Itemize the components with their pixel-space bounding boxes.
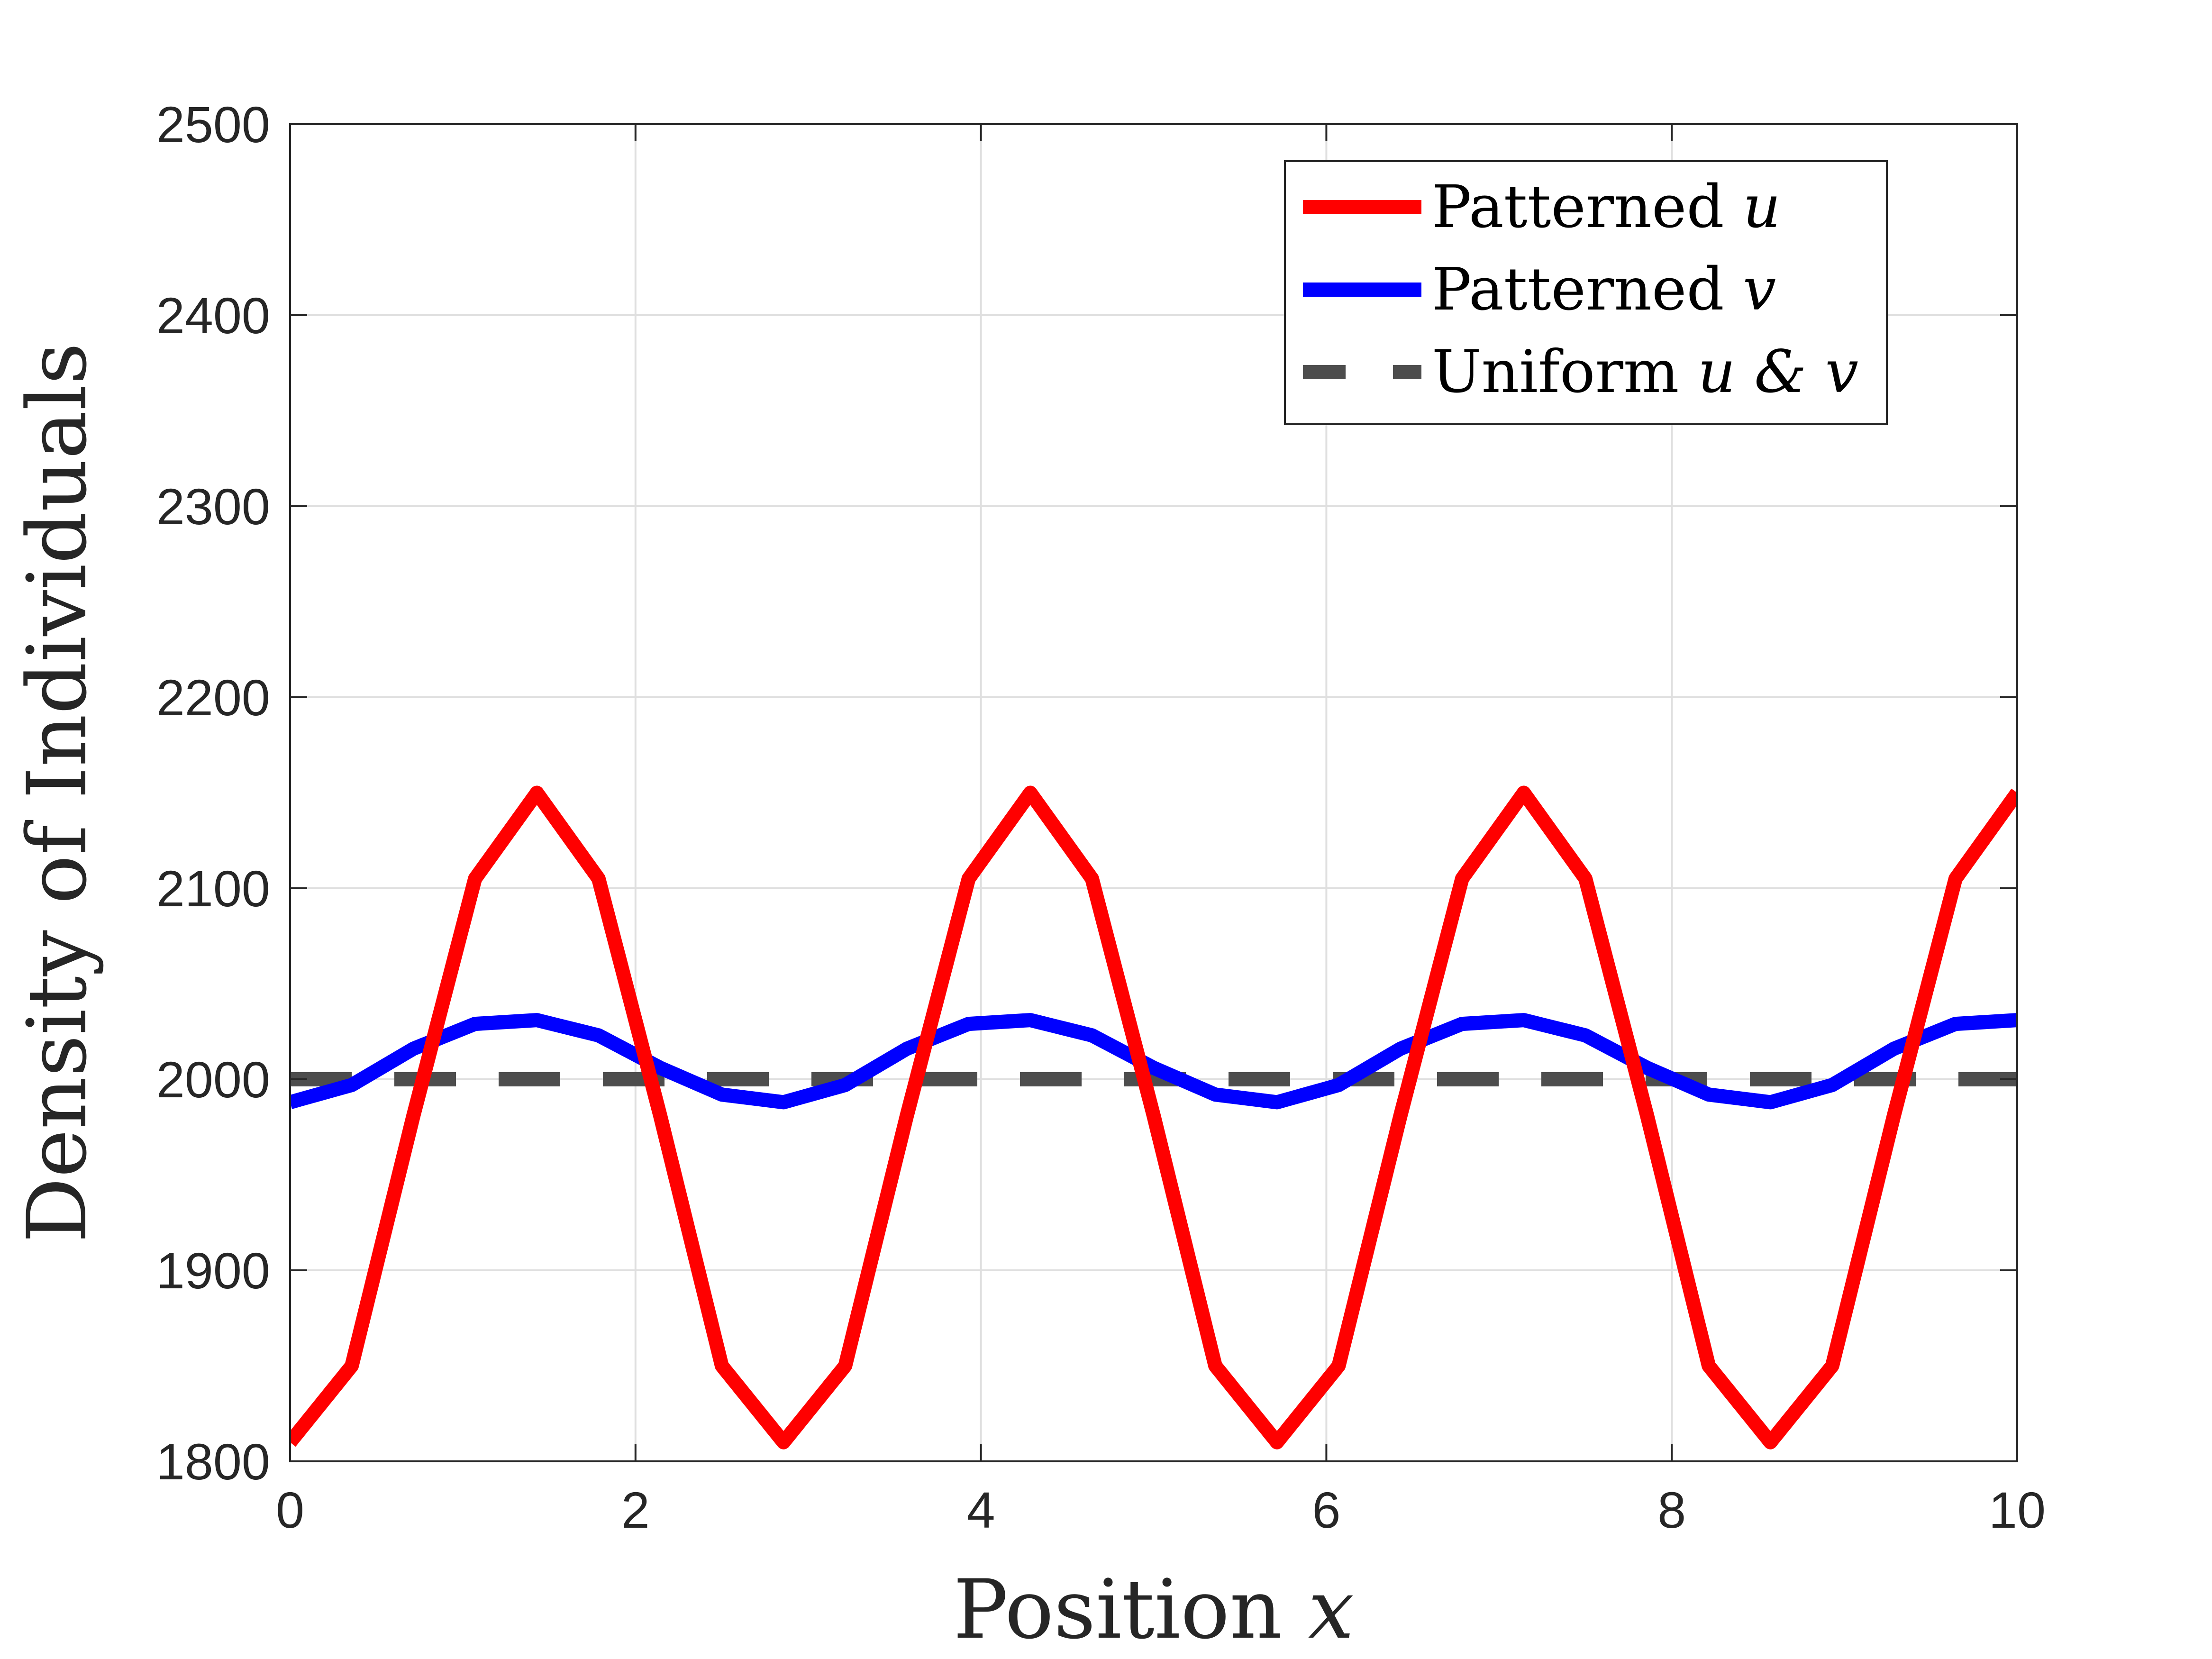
x-tick-labels: 0 2 4 6 8 10: [276, 1481, 2046, 1539]
y-axis-title: Density of Individuals: [9, 343, 105, 1243]
legend-var-1: v: [1743, 255, 1776, 324]
plot-area-frame: [289, 123, 2018, 1462]
legend-entry-uniform: Uniform u & v: [1432, 338, 1858, 406]
y-tick-labels: 1800 1900 2000 2100 2200 2300 2400 2500: [156, 96, 270, 1490]
y-tick-label-7: 2500: [156, 96, 270, 153]
legend-label-1: Patterned: [1432, 255, 1724, 324]
x-tick-label-4: 8: [1657, 1481, 1686, 1539]
x-axis-title: Position x: [953, 1562, 1354, 1657]
x-tick-label-2: 4: [967, 1481, 995, 1539]
x-axis-title-var: x: [1308, 1562, 1354, 1657]
y-tick-label-2: 2000: [156, 1051, 270, 1108]
legend-var-2: u & v: [1698, 338, 1858, 406]
x-axis-title-text: Position: [953, 1562, 1282, 1657]
y-tick-label-4: 2200: [156, 669, 270, 726]
y-tick-label-5: 2300: [156, 478, 270, 535]
series-group: [290, 785, 2017, 1449]
x-tick-label-0: 0: [276, 1481, 304, 1539]
series-line-v: [290, 1013, 2017, 1110]
y-tick-label-6: 2400: [156, 287, 270, 344]
series-line-u: [290, 785, 2017, 1449]
y-tick-label-1: 1900: [156, 1242, 270, 1299]
x-tick-label-5: 10: [1989, 1481, 2046, 1539]
y-tick-label-0: 1800: [156, 1433, 270, 1490]
legend: Patterned u Patterned v Uniform u & v: [1284, 160, 1888, 425]
legend-label-2: Uniform: [1432, 338, 1679, 406]
x-tick-label-3: 6: [1312, 1481, 1340, 1539]
legend-entry-patterned-v: Patterned v: [1432, 255, 1776, 324]
legend-var-0: u: [1743, 173, 1781, 241]
x-tick-label-1: 2: [621, 1481, 650, 1539]
y-tick-label-3: 2100: [156, 860, 270, 917]
legend-entry-patterned-u: Patterned u: [1432, 173, 1781, 241]
legend-label-0: Patterned: [1432, 173, 1724, 241]
tick-marks: [289, 123, 2018, 1462]
